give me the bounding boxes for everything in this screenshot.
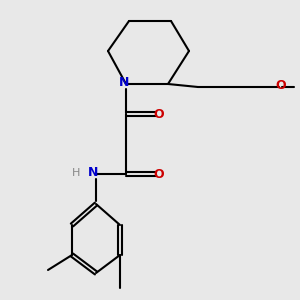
Text: O: O bbox=[275, 79, 286, 92]
Text: N: N bbox=[88, 166, 98, 179]
Text: O: O bbox=[154, 167, 164, 181]
Text: O: O bbox=[154, 107, 164, 121]
Text: H: H bbox=[72, 167, 81, 178]
Text: N: N bbox=[119, 76, 130, 89]
